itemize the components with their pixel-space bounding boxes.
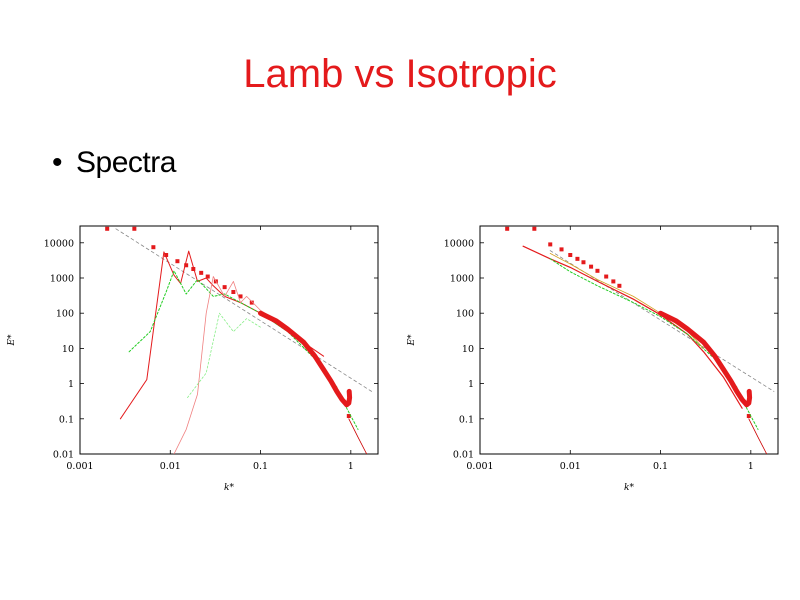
plot-frame [79,225,379,455]
plot-frame [479,225,779,455]
x-tick-label: 0.1 [253,461,268,472]
data-point [184,263,189,268]
bullet-dot: • [52,146,63,179]
x-tick-label: 0.001 [66,461,93,472]
data-point [595,268,600,273]
series-line-1 [115,228,373,392]
y-tick-label: 0.01 [53,450,74,461]
y-tick-label: 1 [68,379,74,390]
data-point [575,256,580,261]
data-point [505,226,510,231]
y-tick-label: 10 [462,344,474,355]
data-point [105,226,110,231]
data-point [132,226,137,231]
series-line-8 [348,418,368,454]
x-tick-label: 0.001 [466,461,493,472]
data-point [532,226,537,231]
y-tick-label: 1000 [450,273,474,284]
y-axis-label: E* [407,334,417,347]
data-point [249,300,254,305]
data-point [548,242,553,247]
series-line-5 [173,276,289,454]
y-tick-label: 10 [62,344,74,355]
series-line-7 [748,418,768,454]
y-tick-label: 1000 [50,273,74,284]
data-point [151,245,156,250]
data-point [231,290,236,295]
series-line-4 [128,270,359,430]
series-line-6 [658,310,753,408]
bullet-text: Spectra [76,146,176,179]
y-tick-label: 0.01 [453,450,474,461]
series-line-6 [187,312,261,399]
x-axis-label: k* [224,483,234,493]
data-point [568,253,573,258]
data-point [581,260,586,265]
data-point [205,274,210,279]
series-line-3 [522,245,743,409]
y-tick-label: 10000 [44,238,74,249]
data-point [199,270,204,275]
data-point [191,267,196,272]
x-tick-label: 1 [748,461,754,472]
y-axis-label: E* [7,334,17,347]
x-tick-label: 1 [348,461,354,472]
data-point [238,294,243,299]
data-point [222,285,227,290]
data-point [604,274,609,279]
data-point [589,264,594,269]
series-line-7 [258,310,353,408]
series-line-4 [549,258,759,430]
data-point [175,259,180,264]
y-tick-label: 100 [56,309,74,320]
x-tick-label: 0.1 [653,461,668,472]
y-tick-label: 0.1 [59,414,74,425]
series-group [105,226,373,454]
x-tick-label: 0.01 [560,461,581,472]
data-point [611,279,616,284]
y-tick-label: 10000 [444,238,474,249]
data-point [559,247,564,252]
y-tick-label: 0.1 [459,414,474,425]
series-line-5 [549,253,705,349]
data-point [617,283,622,288]
series-group [505,226,775,454]
x-tick-label: 0.01 [160,461,181,472]
data-point [346,414,351,419]
data-point [746,414,751,419]
x-axis-label: k* [624,483,634,493]
slide-title: Lamb vs Isotropic [243,52,557,96]
bullet-item: • Spectra [52,146,176,180]
data-point [164,253,169,258]
series-line-3 [119,250,325,420]
y-tick-label: 1 [468,379,474,390]
y-tick-label: 100 [456,309,474,320]
